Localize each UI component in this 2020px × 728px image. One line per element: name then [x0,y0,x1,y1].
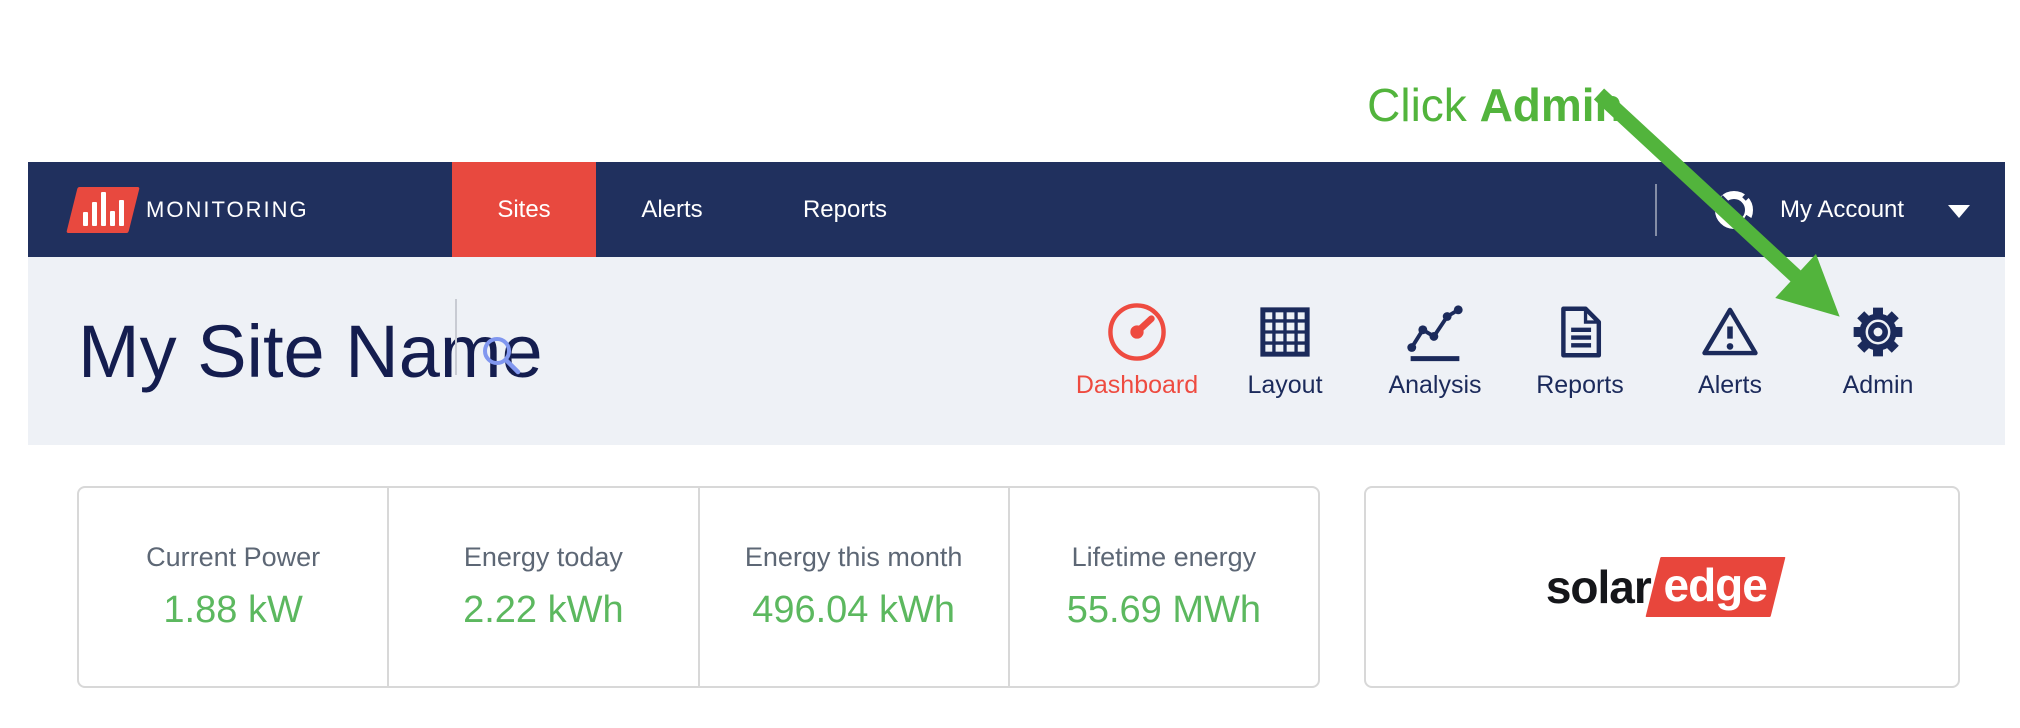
tab-layout[interactable]: Layout [1212,301,1358,400]
tab-alerts[interactable]: Alerts [1657,301,1803,400]
annotation-target: Admin [1479,79,1623,131]
search-icon[interactable] [478,332,524,378]
line-chart-icon [1407,305,1463,362]
logo-bars [72,187,134,233]
solaredge-logo-edge-shape: edge [1645,557,1786,617]
grid-icon [1260,307,1310,357]
stat-value: 2.22 kWh [463,589,624,631]
my-account-menu[interactable]: My Account [1780,195,1905,223]
tab-reports[interactable]: Reports [1507,301,1653,400]
stat-label: Current Power [146,542,321,572]
solaredge-logo-solar: solar [1545,561,1652,613]
solaredge-logo: solar edge [1545,557,1786,617]
tab-admin[interactable]: Admin [1805,301,1951,400]
top-nav-bar: MONITORING Sites Alerts Reports My Accou… [28,162,2005,257]
stat-label: Lifetime energy [1071,542,1257,572]
tab-label: Dashboard [1075,371,1199,399]
stat-energy-month: Energy this month 496.04 kWh [697,488,1008,686]
stat-value: 1.88 kW [163,589,303,631]
stat-lifetime-energy: Lifetime energy 55.69 MWh [1007,488,1318,686]
site-summary-card: Current Power 1.88 kW Energy today 2.22 … [77,486,1320,688]
site-header: My Site Name Dashboard Layo [28,257,2005,445]
bar-chart-logo-icon [66,187,140,233]
warning-triangle-icon [1702,307,1758,356]
globe-icon[interactable] [1711,187,1757,233]
gauge-icon [1108,303,1166,361]
nav-divider [1655,184,1657,236]
tab-label: Alerts [1698,371,1762,399]
nav-tab-reports[interactable]: Reports [802,195,888,223]
document-icon [1561,306,1602,358]
title-divider [455,299,457,375]
stat-value: 55.69 MWh [1066,589,1262,631]
tab-analysis[interactable]: Analysis [1362,301,1508,400]
stat-energy-today: Energy today 2.22 kWh [387,488,697,686]
stat-current-power: Current Power 1.88 kW [79,488,387,686]
chevron-down-icon[interactable] [1948,205,1970,218]
brand-label: MONITORING [146,196,309,222]
gear-icon [1853,307,1903,357]
stat-label: Energy this month [744,542,963,572]
annotation-prefix: Click [1367,79,1480,131]
tab-label: Reports [1536,371,1624,399]
stat-value: 496.04 kWh [752,589,956,631]
solaredge-logo-edge: edge [1663,559,1767,611]
tab-label: Layout [1247,371,1323,399]
nav-tab-alerts[interactable]: Alerts [641,195,703,223]
tab-label: Admin [1842,371,1914,399]
nav-tab-sites[interactable]: Sites [452,162,596,257]
stat-label: Energy today [463,542,623,572]
solaredge-logo-card: solar edge [1364,486,1960,688]
tab-label: Analysis [1388,371,1482,399]
tab-dashboard[interactable]: Dashboard [1064,301,1210,400]
page-title: My Site Name [78,310,543,393]
